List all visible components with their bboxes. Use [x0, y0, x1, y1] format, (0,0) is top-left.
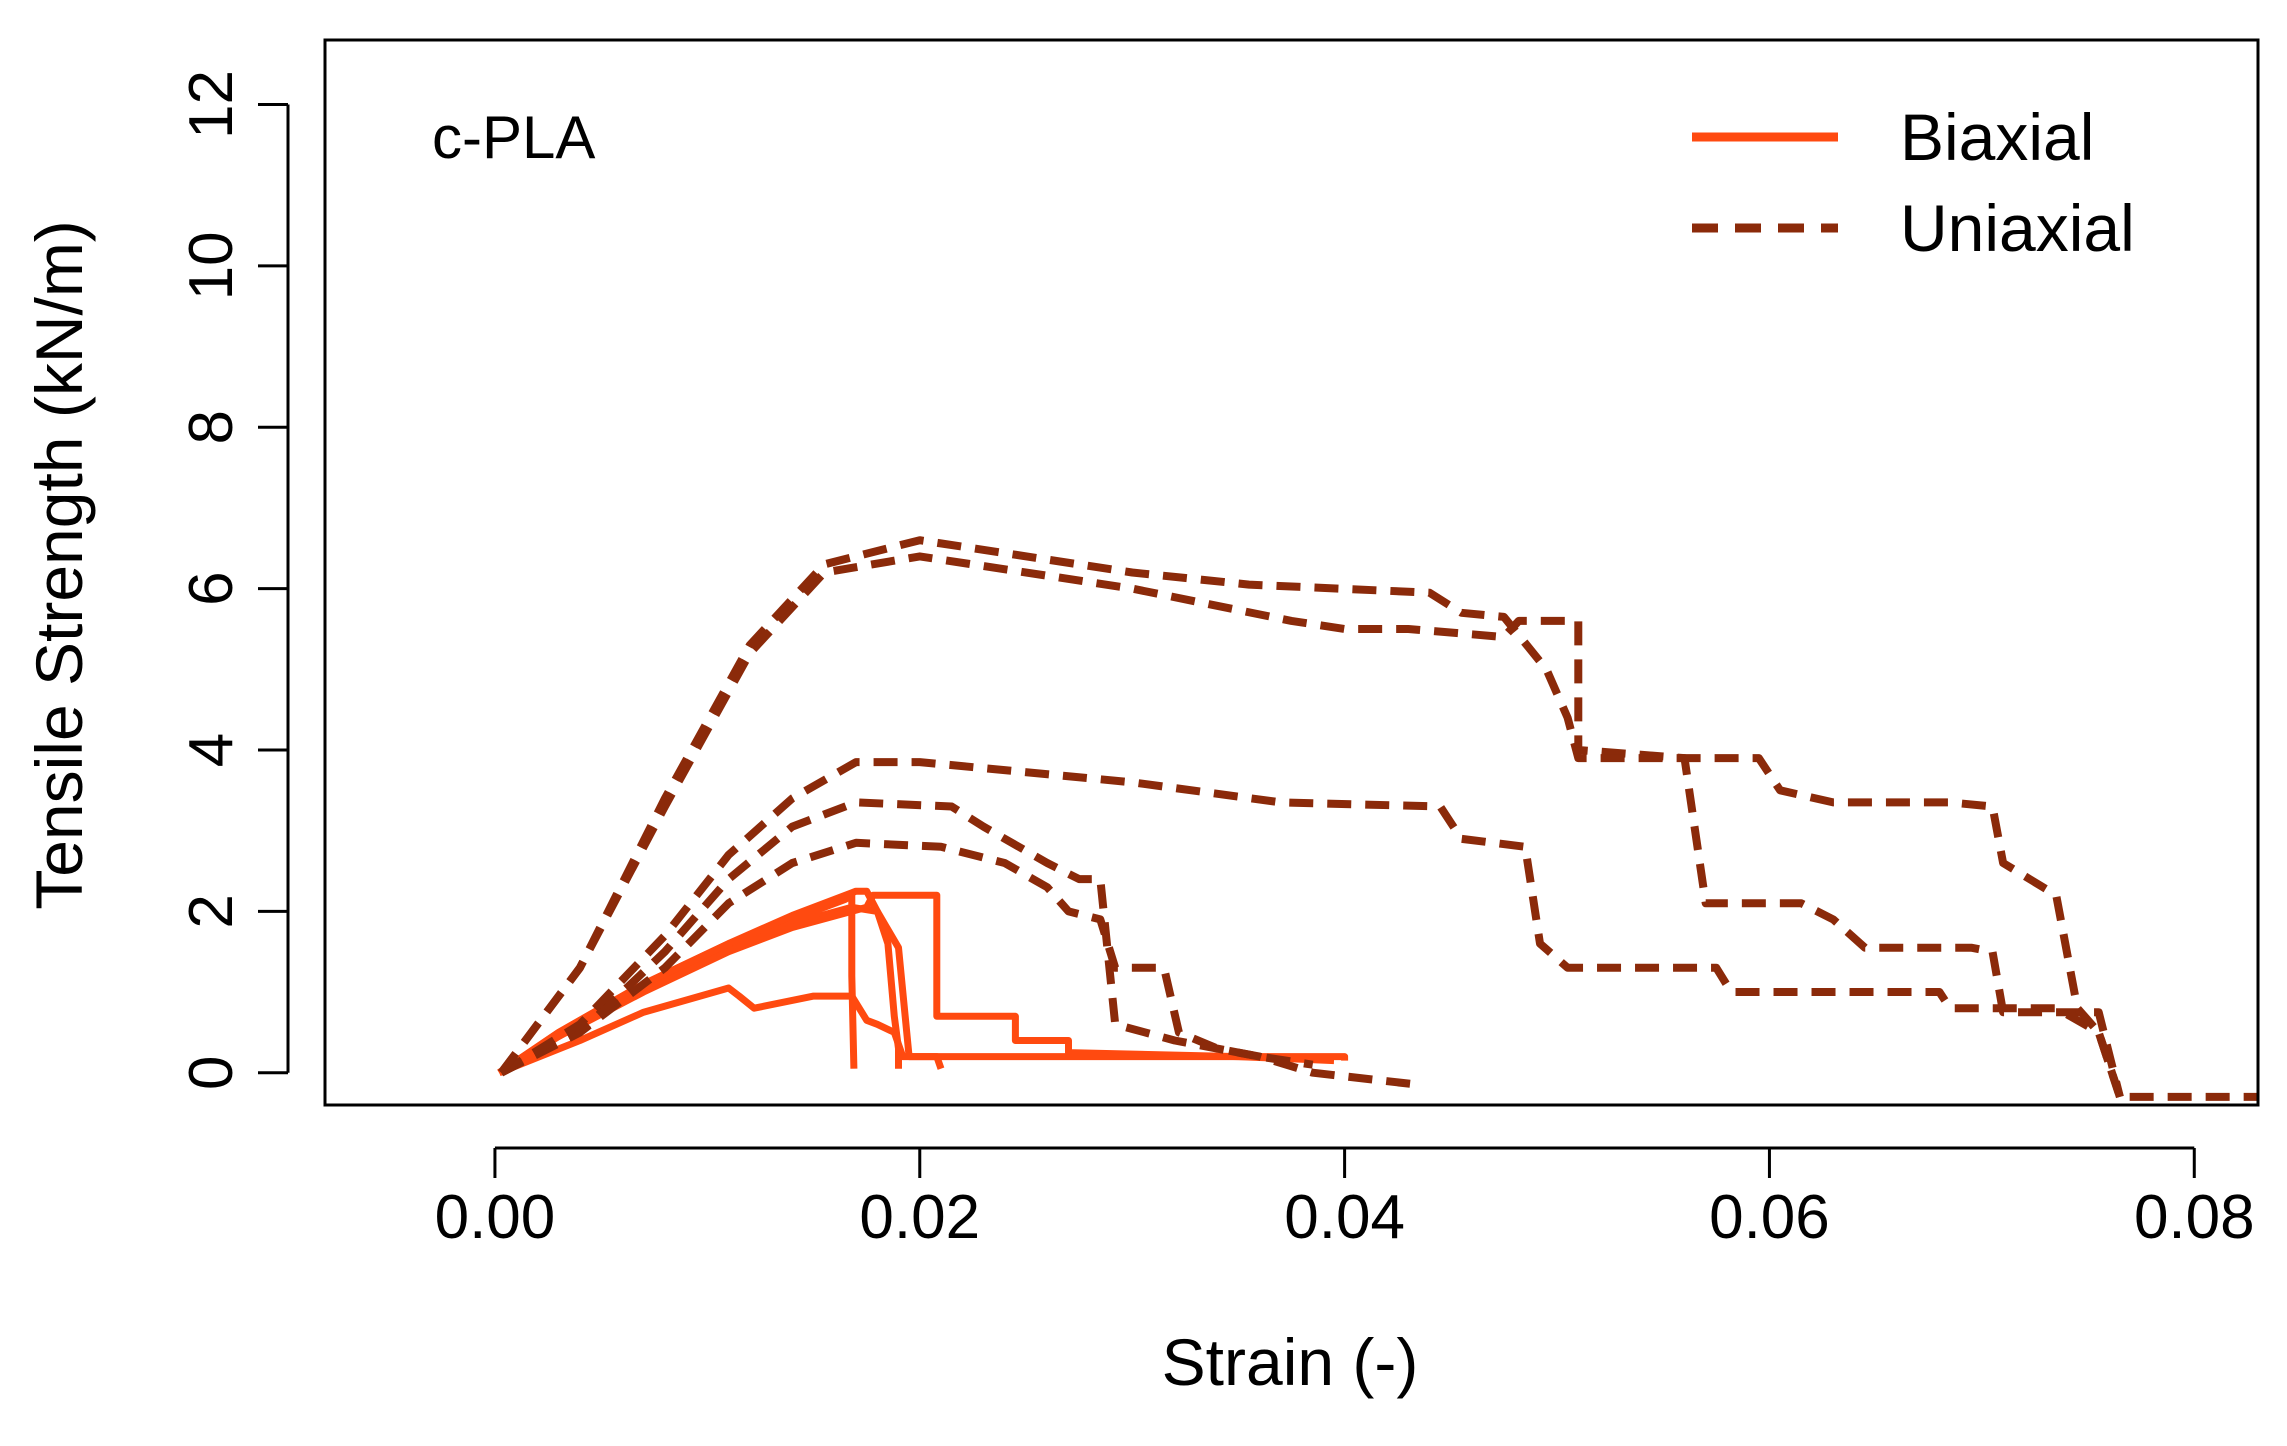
series-line-biaxial-4 [497, 891, 1335, 1076]
y-axis-label: Tensile Strength (kN/m) [22, 220, 96, 910]
y-tick-label: 2 [177, 894, 246, 928]
series-line-biaxial-5 [497, 984, 945, 1076]
series-line-uniaxial-6 [499, 838, 1314, 1077]
y-tick-label: 0 [177, 1055, 246, 1089]
series-line-uniaxial-10 [498, 536, 2124, 1099]
legend-label-uniaxial: Uniaxial [1900, 191, 2135, 265]
y-tick-label: 8 [177, 410, 246, 444]
plot-frame [323, 38, 2260, 1107]
y-tick-label: 4 [177, 733, 246, 767]
series-layer [497, 536, 2258, 1101]
x-tick-label: 0.02 [859, 1183, 980, 1252]
x-axis: 0.00 0.02 0.04 0.06 0.08 [435, 1146, 2255, 1252]
x-axis-label: Strain (-) [1162, 1325, 1419, 1399]
x-tick-label: 0.04 [1284, 1183, 1405, 1252]
y-tick-label: 12 [177, 70, 246, 139]
y-axis: 0 2 4 6 8 10 12 [177, 70, 290, 1090]
x-tick-label: 0.00 [435, 1183, 556, 1252]
y-tick-label: 10 [177, 231, 246, 300]
y-tick-label: 6 [177, 571, 246, 605]
x-tick-label: 0.08 [2134, 1183, 2255, 1252]
legend-label-biaxial: Biaxial [1900, 100, 2094, 174]
series-line-uniaxial-8 [499, 758, 2258, 1101]
legend: Biaxial Uniaxial [1692, 100, 2135, 265]
chart-annotation: c-PLA [432, 104, 595, 171]
series-line-uniaxial-7 [499, 798, 1420, 1089]
series-line-uniaxial-9 [498, 552, 2124, 1098]
x-tick-label: 0.06 [1709, 1183, 1830, 1252]
